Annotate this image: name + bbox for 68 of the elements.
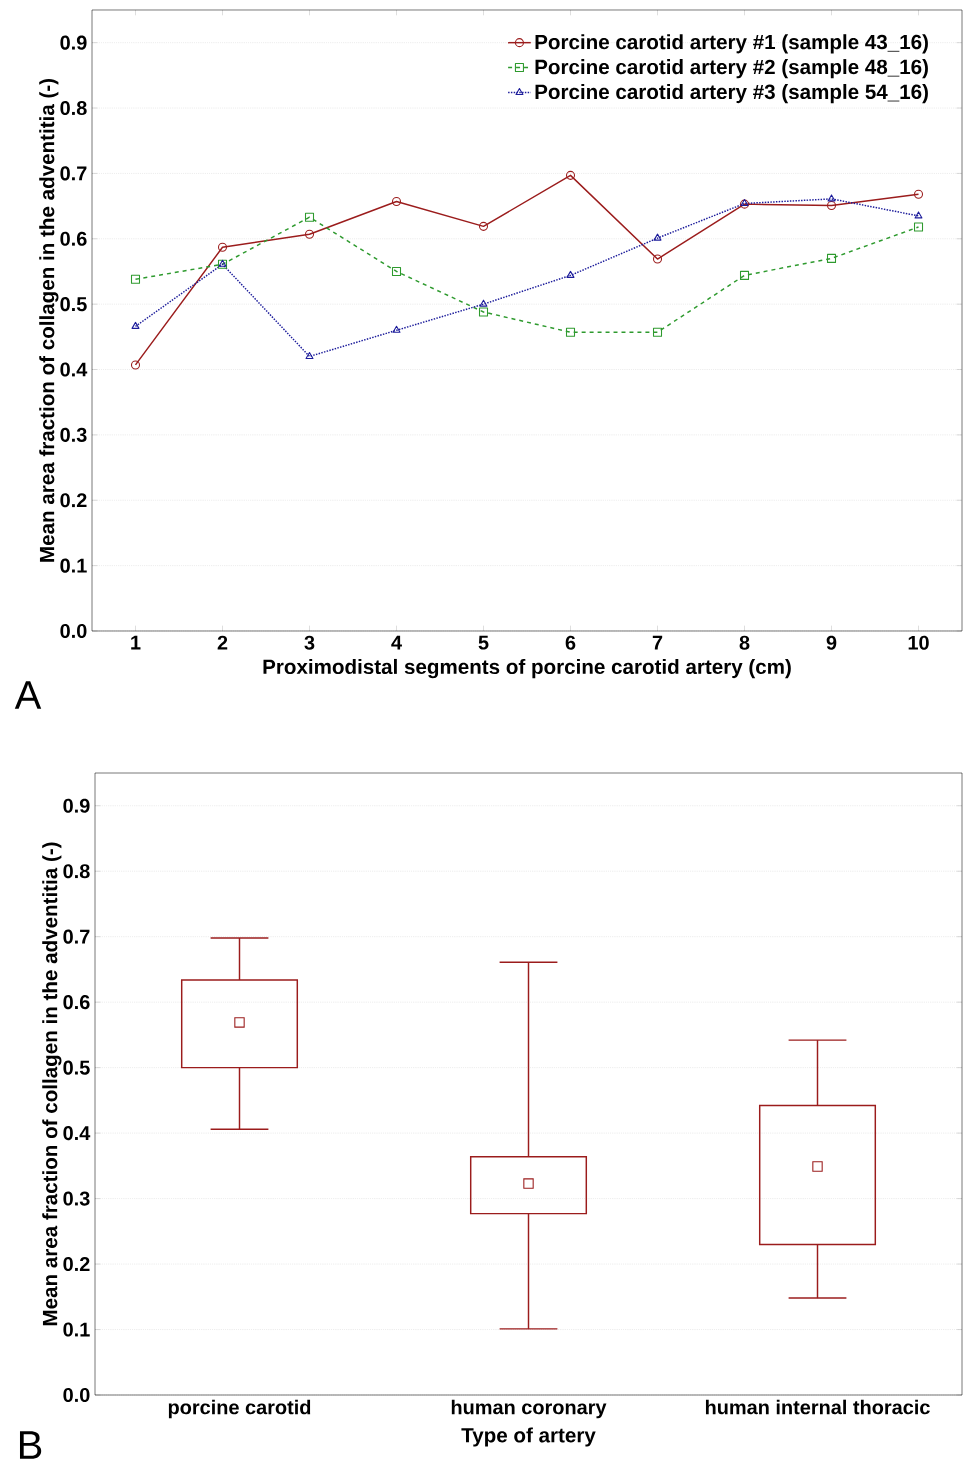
point <box>305 351 314 359</box>
point <box>478 307 489 317</box>
y-tick-label: 0.9 <box>60 35 87 50</box>
x-tick-label: 4 <box>391 635 402 650</box>
x-tick-label: human coronary <box>451 1399 607 1419</box>
y-tick-label: 0.6 <box>63 995 90 1010</box>
y-tick-label: 0.9 <box>63 798 90 813</box>
point <box>217 242 228 252</box>
y-tick-label: 0.8 <box>63 864 90 879</box>
point <box>565 327 576 337</box>
x-tick-label: 8 <box>739 635 750 650</box>
legend-label: Porcine carotid artery #2 (sample 48_16) <box>535 59 928 79</box>
y-tick-label: 0.2 <box>60 493 87 508</box>
x-tick-label: 10 <box>908 635 929 650</box>
y-tick-label: 0.2 <box>63 1257 90 1272</box>
point <box>653 233 662 241</box>
point <box>391 266 402 276</box>
point <box>130 360 141 370</box>
x-tick-label: 1 <box>131 635 141 650</box>
y-tick-label: 0.1 <box>63 1322 90 1337</box>
x-axis-title: Proximodistal segments of porcine carotid artery (cm) <box>263 658 791 679</box>
point <box>391 196 402 207</box>
text: A <box>14 681 42 709</box>
point <box>565 170 576 180</box>
y-tick-label: 0.6 <box>60 231 87 246</box>
x-tick-label: 6 <box>565 635 576 650</box>
x-axis-title: Type of artery <box>461 1427 596 1447</box>
legend-label: Porcine carotid artery #1 (sample 43_16) <box>535 34 928 54</box>
point <box>914 211 923 219</box>
y-tick-label: 0.0 <box>63 1387 90 1403</box>
text: B <box>19 1431 42 1459</box>
point <box>392 325 401 333</box>
y-axis-title: Mean area fraction of collagen in the adventitia (-) <box>42 842 62 1326</box>
y-axis-title: Mean area fraction of collagen in the adventitia (-) <box>39 78 59 562</box>
x-tick-label: 5 <box>478 635 489 650</box>
x-tick-label: porcine carotid <box>168 1399 311 1419</box>
x-tick-label: 9 <box>826 635 837 650</box>
y-tick-label: 0.4 <box>60 362 88 377</box>
point <box>827 194 836 202</box>
y-tick-label: 0.7 <box>60 166 87 181</box>
point <box>652 254 663 264</box>
x-tick-label: 2 <box>217 635 228 650</box>
point <box>739 270 750 280</box>
point <box>826 253 837 263</box>
point <box>479 299 488 307</box>
x-tick-label: 3 <box>304 635 315 650</box>
y-tick-label: 0.5 <box>63 1060 90 1075</box>
y-tick-label: 0.3 <box>63 1191 90 1206</box>
point <box>913 189 924 199</box>
point <box>131 321 140 329</box>
y-tick-label: 0.3 <box>60 427 87 442</box>
y-tick-label: 0.5 <box>60 297 87 312</box>
x-tick-label: 7 <box>652 635 663 650</box>
y-tick-label: 0.0 <box>60 623 87 639</box>
point <box>913 222 924 232</box>
point <box>304 229 315 239</box>
y-tick-label: 0.1 <box>60 558 87 573</box>
point <box>652 327 663 337</box>
x-tick-label: human internal thoracic <box>705 1399 930 1415</box>
y-tick-label: 0.7 <box>63 929 90 944</box>
point <box>304 212 315 222</box>
point <box>826 200 837 210</box>
point <box>478 221 489 231</box>
y-tick-label: 0.8 <box>60 100 87 116</box>
legend-label: Porcine carotid artery #3 (sample 54_16) <box>535 83 928 104</box>
y-tick-label: 0.4 <box>63 1126 91 1141</box>
point <box>566 270 575 278</box>
point <box>130 274 141 284</box>
